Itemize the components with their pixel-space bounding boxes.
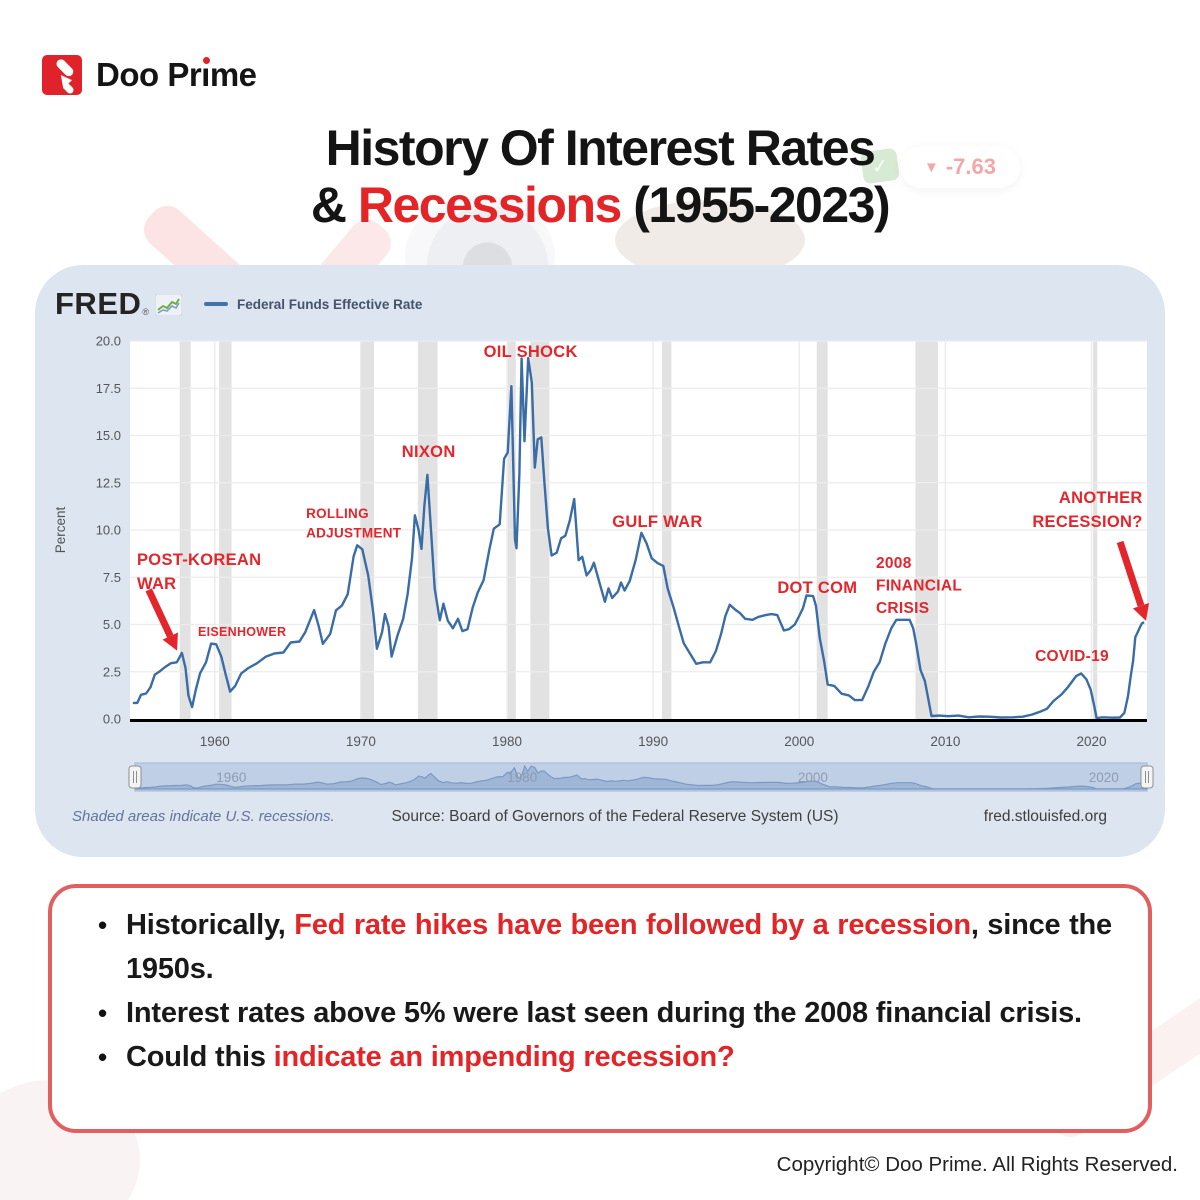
chart-annotation: CRISIS (876, 600, 929, 617)
title-line-2: & Recessions (1955-2023) (310, 177, 891, 233)
annotation-arrowhead (162, 632, 178, 651)
fred-registered-mark: ® (142, 307, 150, 317)
svg-text:2010: 2010 (930, 734, 960, 749)
annotation-arrow (1116, 540, 1145, 607)
fred-logo: FRED (55, 286, 142, 321)
chart-annotation: DOT COM (777, 579, 857, 597)
svg-text:1990: 1990 (638, 734, 668, 749)
chart-annotation: EISENHOWER (198, 625, 286, 639)
chart-legend: Federal Funds Effective Rate (204, 297, 422, 312)
svg-text:1980: 1980 (507, 770, 537, 785)
svg-text:2.5: 2.5 (103, 664, 121, 679)
chart-source: Source: Board of Governors of the Federa… (391, 808, 839, 825)
brand-name: Doo Prı me (96, 56, 257, 93)
svg-text:15.0: 15.0 (96, 428, 121, 443)
insights-box: Historically, Fed rate hikes have been f… (48, 884, 1152, 1133)
svg-text:7.5: 7.5 (103, 570, 121, 585)
navigator-area (134, 764, 1148, 790)
navigator-handle-right[interactable] (1140, 765, 1154, 789)
chart-annotation: POST-KOREAN (137, 551, 261, 569)
svg-text:2000: 2000 (798, 770, 828, 785)
fred-chart-panel: FRED ® Federal Funds Effective Rate 0.0 2… (35, 265, 1165, 857)
svg-text:2020: 2020 (1089, 770, 1119, 785)
insight-bullet: Could this indicate an impending recessi… (98, 1035, 1112, 1079)
annotation-arrow (145, 588, 174, 638)
insight-list: Historically, Fed rate hikes have been f… (98, 903, 1112, 1079)
chart-annotation: WAR (137, 575, 176, 593)
svg-text:2000: 2000 (784, 734, 814, 749)
svg-text:17.5: 17.5 (96, 381, 121, 396)
background-ticker-badge: ▼ -7.63 (900, 146, 1020, 188)
chart-annotation: FINANCIAL (876, 577, 962, 594)
svg-text:1960: 1960 (200, 734, 230, 749)
svg-text:Percent: Percent (53, 506, 68, 553)
legend-line-swatch (204, 302, 229, 306)
fred-site-link[interactable]: fred.stlouisfed.org (983, 808, 1107, 825)
navigator-handle-left[interactable] (128, 765, 142, 789)
chart-annotation: RECESSION? (1032, 513, 1142, 531)
svg-text:2020: 2020 (1076, 734, 1106, 749)
chart-annotation: COVID-19 (1035, 648, 1109, 665)
svg-text:1980: 1980 (492, 734, 522, 749)
title-highlight: Recessions (357, 177, 622, 233)
svg-text:20.0: 20.0 (96, 334, 121, 349)
fred-header: FRED ® Federal Funds Effective Rate (55, 286, 422, 321)
svg-text:1970: 1970 (346, 734, 376, 749)
chart-annotation: GULF WAR (612, 513, 702, 531)
chart-annotation: NIXON (402, 443, 456, 461)
svg-text:1960: 1960 (216, 770, 246, 785)
brand-logo: Doo Prı me (42, 55, 257, 95)
rate-line (132, 356, 1145, 720)
page-title: History Of Interest Rates & Recessions (… (0, 120, 1200, 234)
title-line-1: History Of Interest Rates (325, 120, 876, 176)
doo-prime-logo-icon (42, 55, 82, 95)
insight-bullet: Historically, Fed rate hikes have been f… (98, 903, 1112, 991)
down-triangle-icon: ▼ (923, 158, 939, 176)
brand-i-dot (203, 57, 211, 64)
svg-text:0.0: 0.0 (103, 712, 121, 727)
annotation-arrowhead (1132, 603, 1150, 621)
legend-series-label: Federal Funds Effective Rate (237, 296, 423, 312)
recession-footnote: Shaded areas indicate U.S. recessions. (72, 808, 335, 825)
chart-annotation: ADJUSTMENT (306, 526, 402, 541)
ticker-value: -7.63 (945, 154, 996, 179)
insight-bullet: Interest rates above 5% were last seen d… (98, 991, 1112, 1035)
copyright-text: Copyright© Doo Prime. All Rights Reserve… (776, 1153, 1178, 1176)
chart-annotation: 2008 (876, 555, 912, 572)
svg-text:5.0: 5.0 (103, 617, 121, 632)
svg-text:10.0: 10.0 (96, 523, 121, 538)
chart-annotation: ROLLING (306, 506, 369, 521)
fred-sparkline-icon (155, 294, 183, 316)
svg-text:12.5: 12.5 (96, 475, 121, 490)
chart-annotation: OIL SHOCK (484, 343, 578, 361)
interest-rate-chart[interactable]: 0.0 2.5 5.0 7.5 10.0 12.5 15.0 17.5 20.0 Percent 1… (35, 320, 1165, 855)
chart-annotation: ANOTHER (1059, 489, 1143, 507)
